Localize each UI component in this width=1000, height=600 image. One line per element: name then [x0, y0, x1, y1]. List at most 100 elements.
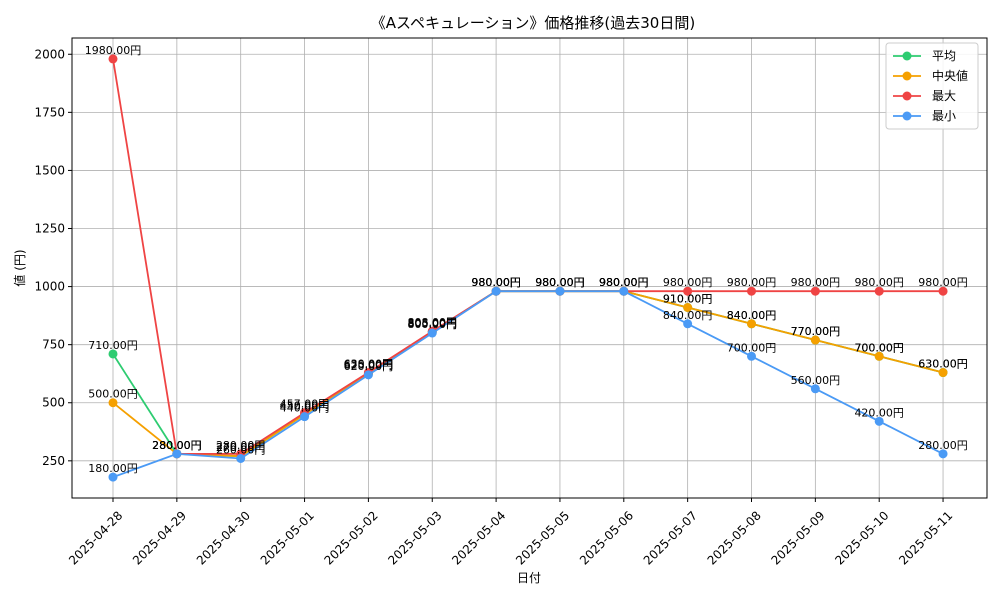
data-label: 630.00円 [344, 358, 394, 371]
data-point [363, 370, 373, 380]
legend-label: 中央値 [932, 68, 968, 83]
data-label: 280.00円 [152, 439, 202, 452]
data-label: 840.00円 [663, 309, 713, 322]
data-label: 910.00円 [663, 292, 713, 305]
legend-box [885, 42, 979, 130]
data-label: 980.00円 [599, 276, 649, 289]
data-label: 440.00円 [280, 402, 330, 415]
data-point [938, 286, 948, 296]
data-label: 620.00円 [344, 360, 394, 373]
data-point [938, 368, 948, 378]
data-label: 980.00円 [599, 276, 649, 289]
data-point [491, 286, 501, 296]
y-tick-label: 1250 [34, 222, 65, 236]
data-point [300, 412, 310, 422]
data-point [236, 454, 246, 464]
data-label: 560.00円 [791, 374, 841, 387]
data-label: 980.00円 [471, 276, 521, 289]
data-point [108, 472, 118, 482]
data-label: 980.00円 [727, 276, 777, 289]
y-axis-label: 値 (円) [12, 249, 27, 286]
data-label: 450.00円 [280, 399, 330, 412]
data-point [874, 416, 884, 426]
y-tick-label: 2000 [34, 47, 65, 61]
data-point [555, 286, 565, 296]
data-label: 980.00円 [471, 276, 521, 289]
data-label: 800.00円 [408, 318, 458, 331]
legend-label: 最大 [932, 89, 956, 103]
data-label: 710.00円 [88, 339, 138, 352]
data-point [108, 54, 118, 64]
legend-label: 平均 [932, 49, 956, 63]
data-point [108, 398, 118, 408]
data-label: 450.00円 [280, 399, 330, 412]
data-label: 625.00円 [344, 359, 394, 372]
data-label: 500.00円 [88, 388, 138, 401]
data-label: 805.00円 [408, 317, 458, 330]
data-point [747, 286, 756, 296]
y-tick-label: 250 [42, 454, 65, 468]
data-point [683, 286, 693, 296]
data-label: 770.00円 [791, 325, 841, 338]
data-label: 630.00円 [918, 358, 968, 371]
data-label: 280.00円 [152, 439, 202, 452]
data-point [747, 351, 756, 361]
legend-marker [902, 91, 912, 101]
data-label: 980.00円 [663, 276, 713, 289]
grid [72, 38, 987, 498]
y-tick-label: 1000 [34, 280, 65, 294]
y-tick-label: 1750 [34, 105, 65, 119]
data-label: 840.00円 [727, 309, 777, 322]
data-point [874, 286, 884, 296]
data-label: 980.00円 [535, 276, 585, 289]
data-label: 270.00円 [216, 441, 266, 454]
data-label: 457.00円 [280, 398, 330, 411]
data-point [108, 349, 118, 359]
data-label: 980.00円 [535, 276, 585, 289]
data-label: 280.00円 [918, 439, 968, 452]
data-label: 280.00円 [152, 439, 202, 452]
data-label: 910.00円 [663, 292, 713, 305]
plot-area [71, 37, 988, 499]
data-point [938, 449, 948, 459]
data-point [619, 286, 629, 296]
data-point [810, 286, 820, 296]
data-label: 980.00円 [535, 276, 585, 289]
y-axis: 250 500 750 1000 1250 1500 1750 2000 [34, 47, 72, 468]
series [108, 54, 948, 482]
data-label: 180.00円 [88, 462, 138, 475]
data-point [810, 384, 820, 394]
x-axis-label: 日付 [517, 571, 541, 585]
data-label: 700.00円 [727, 341, 777, 354]
data-label: 808.00円 [408, 316, 458, 329]
legend-marker [902, 71, 912, 81]
data-label: 625.00円 [344, 359, 394, 372]
data-label: 980.00円 [471, 276, 521, 289]
data-label: 420.00円 [854, 406, 904, 419]
data-point [427, 328, 437, 338]
data-label: 700.00円 [854, 341, 904, 354]
data-label: 980.00円 [599, 276, 649, 289]
data-label: 980.00円 [535, 276, 585, 289]
data-label: 980.00円 [471, 276, 521, 289]
data-point [747, 319, 756, 329]
data-label: 1980.00円 [85, 44, 142, 57]
y-tick-label: 500 [42, 396, 65, 410]
legend-label: 最小 [932, 109, 956, 123]
data-label: 280.00円 [216, 439, 266, 452]
data-label: 840.00円 [727, 309, 777, 322]
data-label: 980.00円 [854, 276, 904, 289]
data-label: 980.00円 [918, 276, 968, 289]
data-label: 280.00円 [152, 439, 202, 452]
y-tick-label: 1500 [34, 163, 65, 177]
y-tick-label: 750 [42, 338, 65, 352]
data-point [683, 302, 693, 312]
data-label: 980.00円 [791, 276, 841, 289]
legend-marker [902, 51, 912, 61]
data-point [683, 319, 693, 329]
